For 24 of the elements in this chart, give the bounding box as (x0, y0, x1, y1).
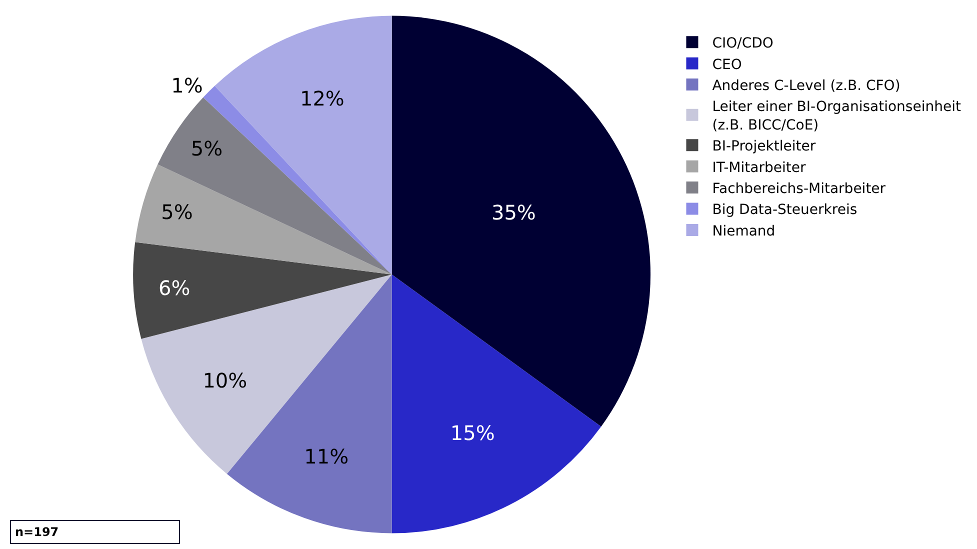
data-label: 10% (202, 368, 248, 392)
legend-label: IT-Mitarbeiter (712, 160, 806, 176)
data-label: 1% (171, 74, 203, 98)
data-label: 6% (158, 276, 190, 300)
pie-slice (392, 16, 650, 427)
pie-slice (392, 274, 602, 534)
data-label: 35% (491, 200, 536, 224)
data-label: 15% (450, 421, 495, 446)
data-label: 5% (190, 136, 223, 161)
legend-label: Big Data-Steuerkreis (712, 202, 858, 218)
legend-label: Anderes C-Level (z.B. CFO) (712, 78, 900, 94)
pie-slice (141, 274, 392, 474)
text: n=197 (15, 525, 59, 539)
data-label: 11% (304, 444, 349, 468)
data-label: 12% (300, 86, 344, 111)
legend-label: Fachbereichs-Mitarbeiter (712, 181, 886, 198)
legend-label: BI-Projektleiter (712, 138, 816, 155)
legend-label: Niemand (712, 223, 776, 240)
pie-slice (135, 164, 392, 274)
legend-label: CEO (712, 56, 742, 73)
legend-label: CIO/CDO (712, 36, 774, 52)
pie-slice (133, 242, 392, 339)
data-label: 5% (161, 200, 193, 224)
legend-label: Leiter einer BI-Organisationseinheit (z.B. BICC/CoE) (712, 99, 962, 134)
